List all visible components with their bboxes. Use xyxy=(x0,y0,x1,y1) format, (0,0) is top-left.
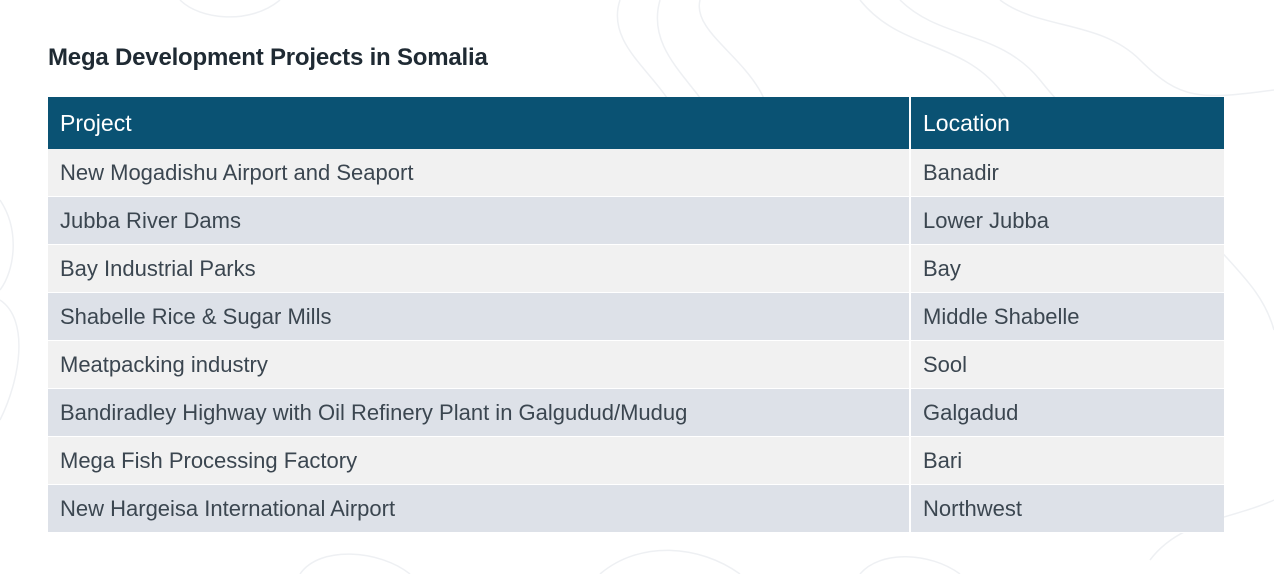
page-title: Mega Development Projects in Somalia xyxy=(48,44,488,71)
location-cell: Banadir xyxy=(911,149,1224,197)
table-header-row: Project Location xyxy=(48,97,1224,149)
location-cell: Bay xyxy=(911,245,1224,293)
table-row: Shabelle Rice & Sugar Mills Middle Shabe… xyxy=(48,293,1224,341)
location-cell: Northwest xyxy=(911,485,1224,533)
project-cell: Bay Industrial Parks xyxy=(48,245,911,293)
project-cell: Meatpacking industry xyxy=(48,341,911,389)
location-cell: Sool xyxy=(911,341,1224,389)
table-row: Jubba River Dams Lower Jubba xyxy=(48,197,1224,245)
location-cell: Middle Shabelle xyxy=(911,293,1224,341)
project-cell: New Mogadishu Airport and Seaport xyxy=(48,149,911,197)
column-header-location: Location xyxy=(911,97,1224,149)
table-row: Bandiradley Highway with Oil Refinery Pl… xyxy=(48,389,1224,437)
table-row: New Hargeisa International Airport North… xyxy=(48,485,1224,533)
table-row: Meatpacking industry Sool xyxy=(48,341,1224,389)
location-cell: Galgadud xyxy=(911,389,1224,437)
column-header-project: Project xyxy=(48,97,911,149)
project-cell: Bandiradley Highway with Oil Refinery Pl… xyxy=(48,389,911,437)
location-cell: Bari xyxy=(911,437,1224,485)
project-cell: Shabelle Rice & Sugar Mills xyxy=(48,293,911,341)
project-cell: Jubba River Dams xyxy=(48,197,911,245)
project-cell: New Hargeisa International Airport xyxy=(48,485,911,533)
project-cell: Mega Fish Processing Factory xyxy=(48,437,911,485)
table-row: Mega Fish Processing Factory Bari xyxy=(48,437,1224,485)
table-row: New Mogadishu Airport and Seaport Banadi… xyxy=(48,149,1224,197)
projects-table: Project Location New Mogadishu Airport a… xyxy=(48,97,1224,533)
table-row: Bay Industrial Parks Bay xyxy=(48,245,1224,293)
location-cell: Lower Jubba xyxy=(911,197,1224,245)
